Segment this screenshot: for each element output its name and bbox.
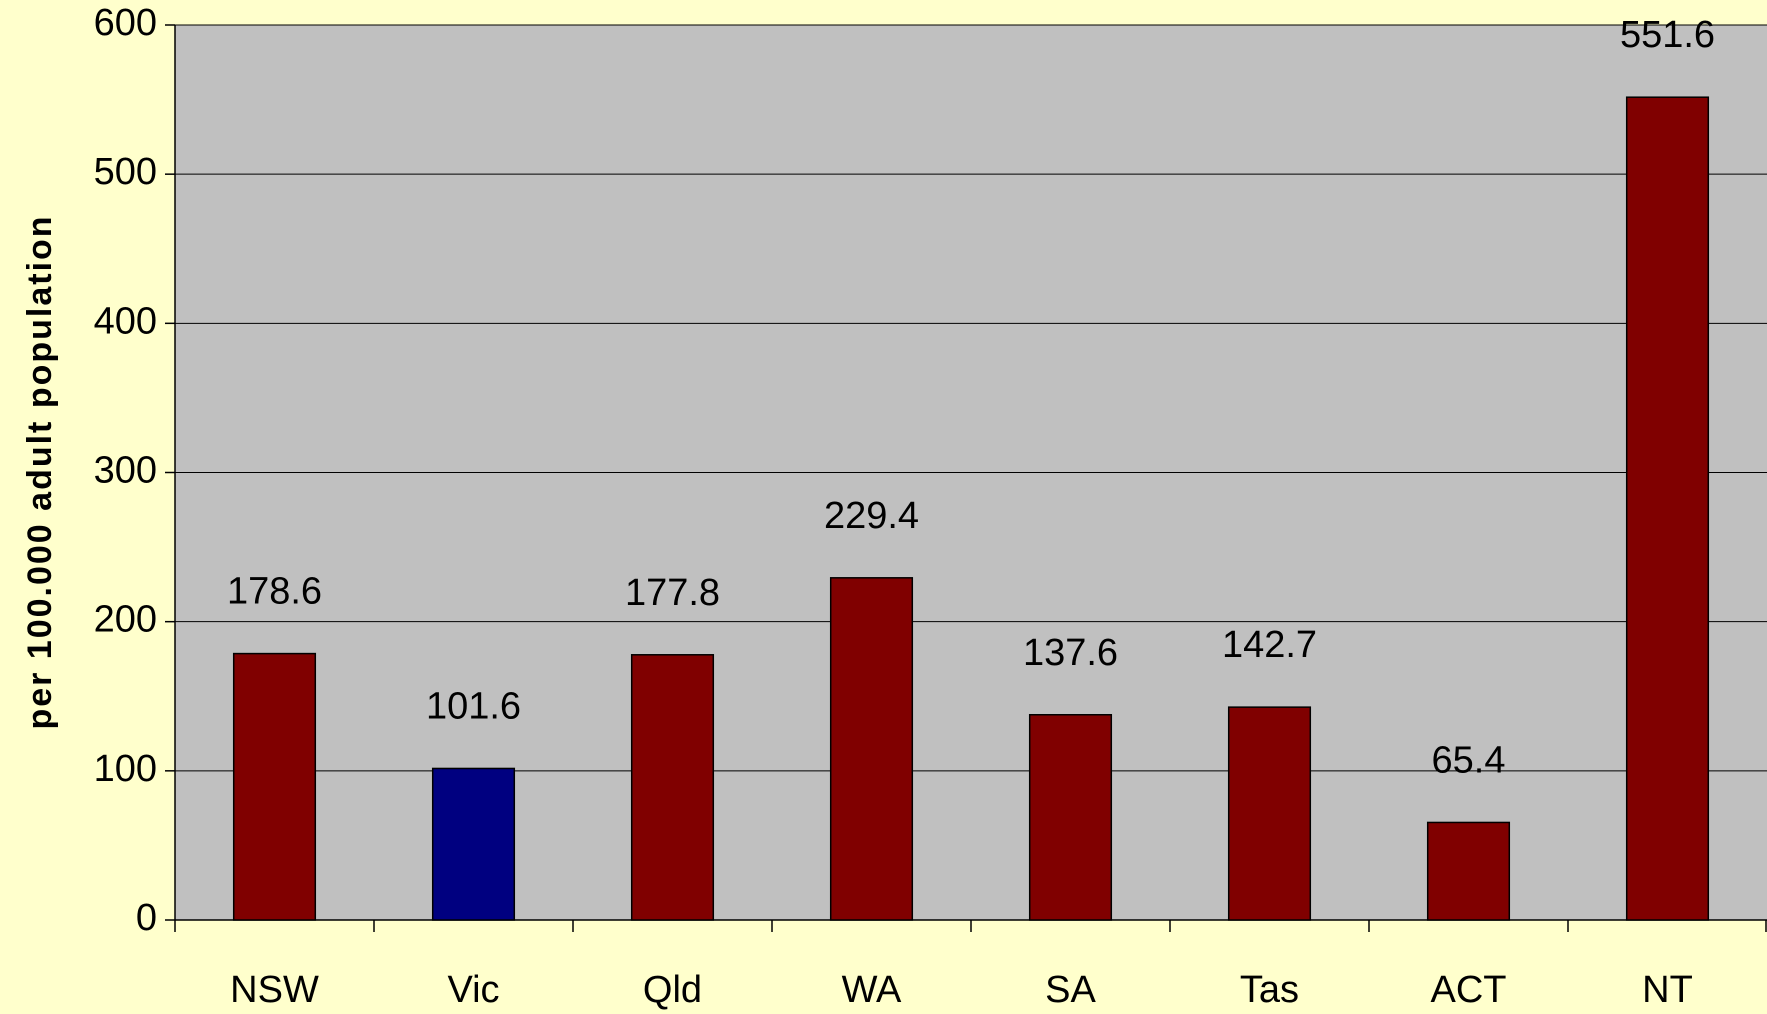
y-tick-label: 600 [94, 2, 157, 44]
value-label: 137.6 [1023, 632, 1118, 674]
y-tick-label: 400 [94, 300, 157, 342]
y-tick-label: 200 [94, 599, 157, 641]
value-label: 101.6 [426, 685, 521, 727]
y-tick-label: 300 [94, 450, 157, 492]
bar [431, 767, 516, 921]
x-tick-label: ACT [1431, 969, 1507, 1011]
y-tick-label: 100 [94, 748, 157, 790]
bar [829, 577, 914, 921]
bar [1625, 96, 1710, 921]
y-axis-label: per 100.000 adult population [21, 214, 59, 729]
bar [630, 654, 715, 921]
x-tick-label: NSW [230, 969, 319, 1011]
x-tick-label: SA [1045, 969, 1096, 1011]
y-tick-label: 500 [94, 151, 157, 193]
value-label: 177.8 [625, 572, 720, 614]
value-label: 178.6 [227, 571, 322, 613]
bar [1227, 706, 1312, 921]
x-tick-label: Vic [447, 969, 499, 1011]
x-tick-label: WA [842, 969, 902, 1011]
value-label: 551.6 [1620, 14, 1715, 56]
x-tick-label: Tas [1240, 969, 1299, 1011]
bar [1028, 713, 1113, 921]
x-tick-label: Qld [643, 969, 702, 1011]
value-label: 229.4 [824, 495, 919, 537]
bar [232, 652, 317, 921]
value-label: 65.4 [1432, 739, 1506, 781]
x-tick-label: NT [1642, 969, 1693, 1011]
bar [1426, 821, 1511, 921]
y-tick-label: 0 [136, 897, 157, 939]
value-label: 142.7 [1222, 624, 1317, 666]
